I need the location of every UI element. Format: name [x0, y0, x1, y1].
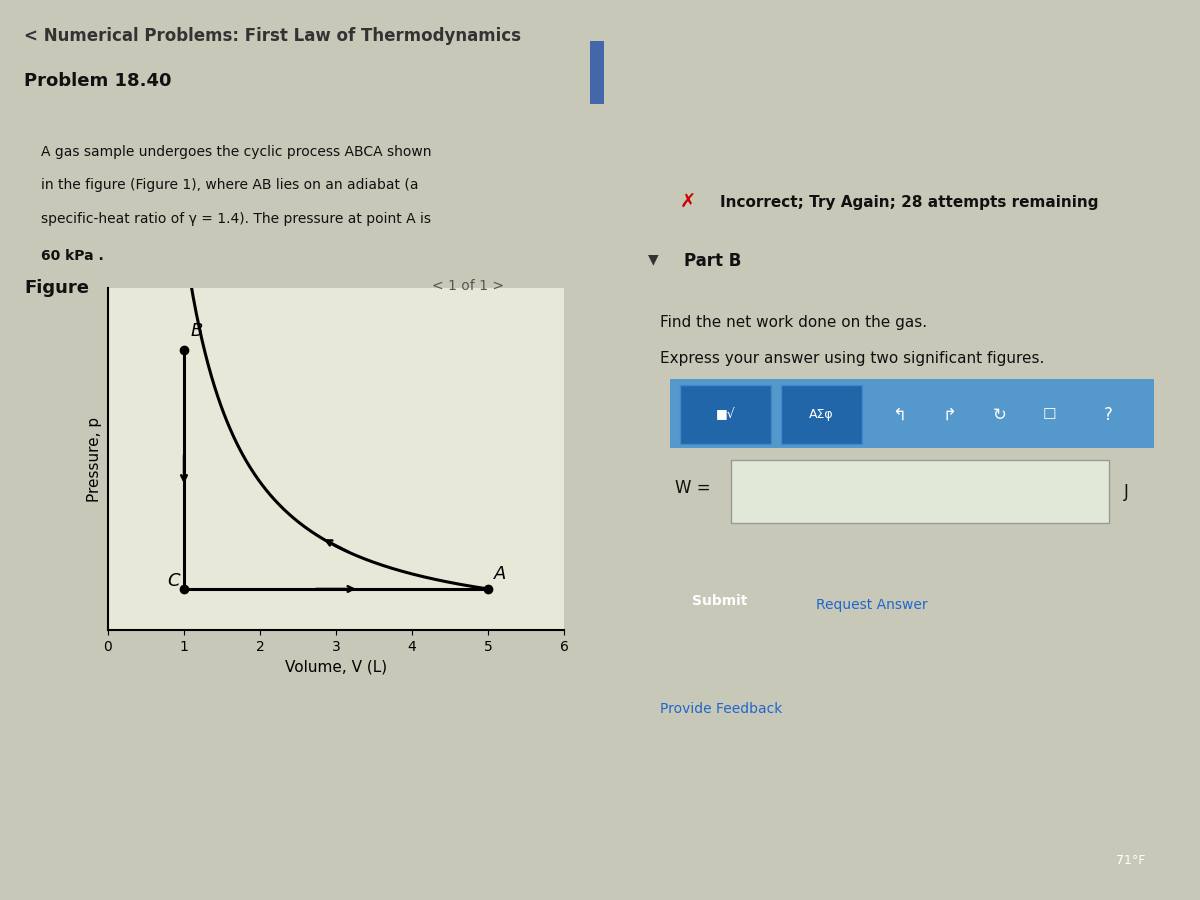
Text: Provide Feedback: Provide Feedback: [660, 702, 782, 716]
Text: Figure: Figure: [24, 279, 89, 297]
Text: Incorrect; Try Again; 28 attempts remaining: Incorrect; Try Again; 28 attempts remain…: [720, 195, 1099, 210]
Text: ↻: ↻: [992, 406, 1007, 424]
Text: 71°F: 71°F: [1116, 854, 1145, 867]
Text: ?: ?: [1104, 406, 1112, 424]
Text: Problem 18.40: Problem 18.40: [24, 72, 172, 90]
Text: specific-heat ratio of γ = 1.4). The pressure at point A is: specific-heat ratio of γ = 1.4). The pre…: [41, 212, 431, 226]
Text: A gas sample undergoes the cyclic process ABCA shown: A gas sample undergoes the cyclic proces…: [41, 145, 432, 158]
Text: < 1 of 1 >: < 1 of 1 >: [432, 279, 504, 293]
Text: A: A: [494, 564, 506, 582]
Text: ↱: ↱: [942, 406, 956, 424]
Text: ✗: ✗: [680, 193, 696, 212]
Text: < Numerical Problems: First Law of Thermodynamics: < Numerical Problems: First Law of Therm…: [24, 27, 521, 45]
Text: AΣφ: AΣφ: [809, 408, 834, 421]
Text: ☐: ☐: [1043, 407, 1057, 422]
Text: Part B: Part B: [684, 252, 742, 270]
Text: W =: W =: [676, 479, 710, 497]
Bar: [590, 40, 604, 104]
X-axis label: Volume, V (L): Volume, V (L): [284, 660, 388, 674]
Text: ↰: ↰: [892, 406, 906, 424]
Text: J: J: [1123, 482, 1128, 500]
Text: C: C: [167, 572, 180, 590]
Text: Submit: Submit: [692, 594, 748, 608]
Text: Request Answer: Request Answer: [816, 598, 928, 613]
Text: ■√: ■√: [715, 408, 736, 421]
Bar: [670, 379, 1154, 448]
Y-axis label: Pressure, p: Pressure, p: [88, 417, 102, 501]
Bar: [731, 460, 1109, 524]
Text: Find the net work done on the gas.: Find the net work done on the gas.: [660, 315, 928, 330]
Text: 60 kPa .: 60 kPa .: [41, 248, 103, 263]
Text: B: B: [190, 322, 203, 340]
Text: Express your answer using two significant figures.: Express your answer using two significan…: [660, 351, 1044, 366]
Text: in the figure (Figure 1), where AB lies on an adiabat (a: in the figure (Figure 1), where AB lies …: [41, 178, 419, 193]
Text: ▼: ▼: [648, 252, 659, 266]
Bar: [781, 385, 862, 445]
Bar: [680, 385, 770, 445]
